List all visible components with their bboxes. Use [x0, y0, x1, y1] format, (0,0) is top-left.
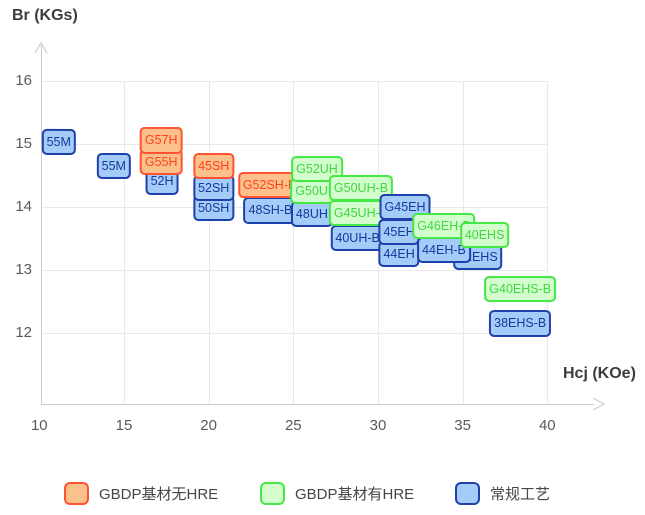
- data-point-box: 38EHS-B: [489, 310, 552, 337]
- gridline-vertical: [208, 80, 210, 404]
- y-tick-label: 15: [15, 134, 32, 152]
- y-axis-line: [41, 45, 42, 405]
- data-point-box: 40UH-B: [330, 225, 385, 252]
- legend-item-conventional[interactable]: 常规工艺: [455, 481, 550, 505]
- data-point-box: G40EHS-B: [484, 275, 557, 302]
- legend-label: GBDP基材有HRE: [295, 485, 415, 503]
- legend-label: GBDP基材无HRE: [99, 485, 219, 503]
- gridline-vertical: [293, 80, 295, 404]
- x-tick-label: 30: [369, 417, 387, 434]
- data-point-box: 55M: [41, 129, 76, 156]
- x-axis-line: [41, 404, 594, 405]
- data-point-box: 48SH-B: [243, 197, 298, 224]
- x-tick-label: 20: [200, 417, 217, 434]
- legend-swatch-gbdp_hre-icon: [260, 481, 285, 505]
- data-point-box: G57H: [139, 127, 183, 154]
- legend-swatch-conventional-icon: [455, 481, 480, 505]
- x-axis-title: Hcj (KOe): [563, 365, 636, 382]
- y-tick-label: 14: [15, 197, 32, 215]
- x-tick-label: 15: [115, 417, 133, 434]
- x-tick-label: 25: [284, 417, 302, 434]
- y-tick-label: 12: [15, 323, 32, 341]
- data-point-box: G52UH: [291, 155, 343, 182]
- x-tick-label: 40: [538, 417, 556, 434]
- data-point-box: 55M: [96, 152, 131, 179]
- legend-label: 常规工艺: [490, 485, 551, 503]
- x-tick-label: 10: [30, 417, 48, 434]
- legend-item-gbdp_hre[interactable]: GBDP基材有HRE: [260, 481, 414, 505]
- legend-swatch-gbdp_no_hre-icon: [64, 481, 89, 505]
- data-point-box: 48UH: [290, 201, 333, 228]
- data-point-box: 40EHS: [459, 222, 510, 249]
- y-axis-arrow-icon: [34, 41, 48, 59]
- x-tick-label: 35: [454, 417, 471, 434]
- legend-item-gbdp_no_hre[interactable]: GBDP基材无HRE: [64, 481, 218, 505]
- y-axis-title: Br (KGs): [12, 7, 78, 24]
- y-tick-label: 13: [15, 260, 32, 278]
- gridline-vertical: [547, 80, 549, 404]
- y-tick-label: 16: [15, 71, 32, 89]
- data-point-box: G46EH-B: [412, 212, 476, 239]
- data-point-box: 45SH: [193, 153, 235, 180]
- x-axis-arrow-icon: [592, 397, 606, 416]
- gridline-vertical: [123, 80, 125, 404]
